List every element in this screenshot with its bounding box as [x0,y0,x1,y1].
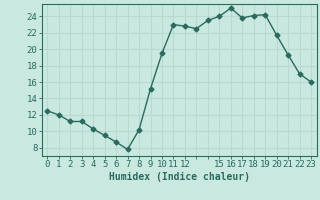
X-axis label: Humidex (Indice chaleur): Humidex (Indice chaleur) [109,172,250,182]
